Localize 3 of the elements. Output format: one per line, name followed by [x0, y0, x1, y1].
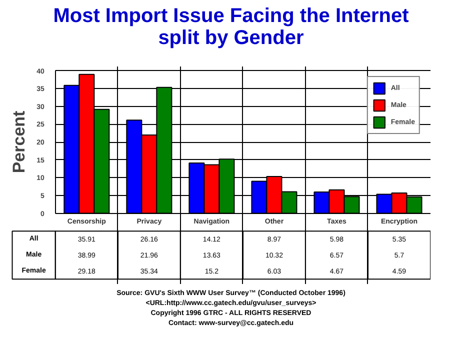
y-axis-title: Percent — [10, 110, 29, 174]
chart-subtitle: split by Gender — [157, 27, 305, 49]
chart-title: Most Import Issue Facing the Internet — [53, 5, 409, 27]
